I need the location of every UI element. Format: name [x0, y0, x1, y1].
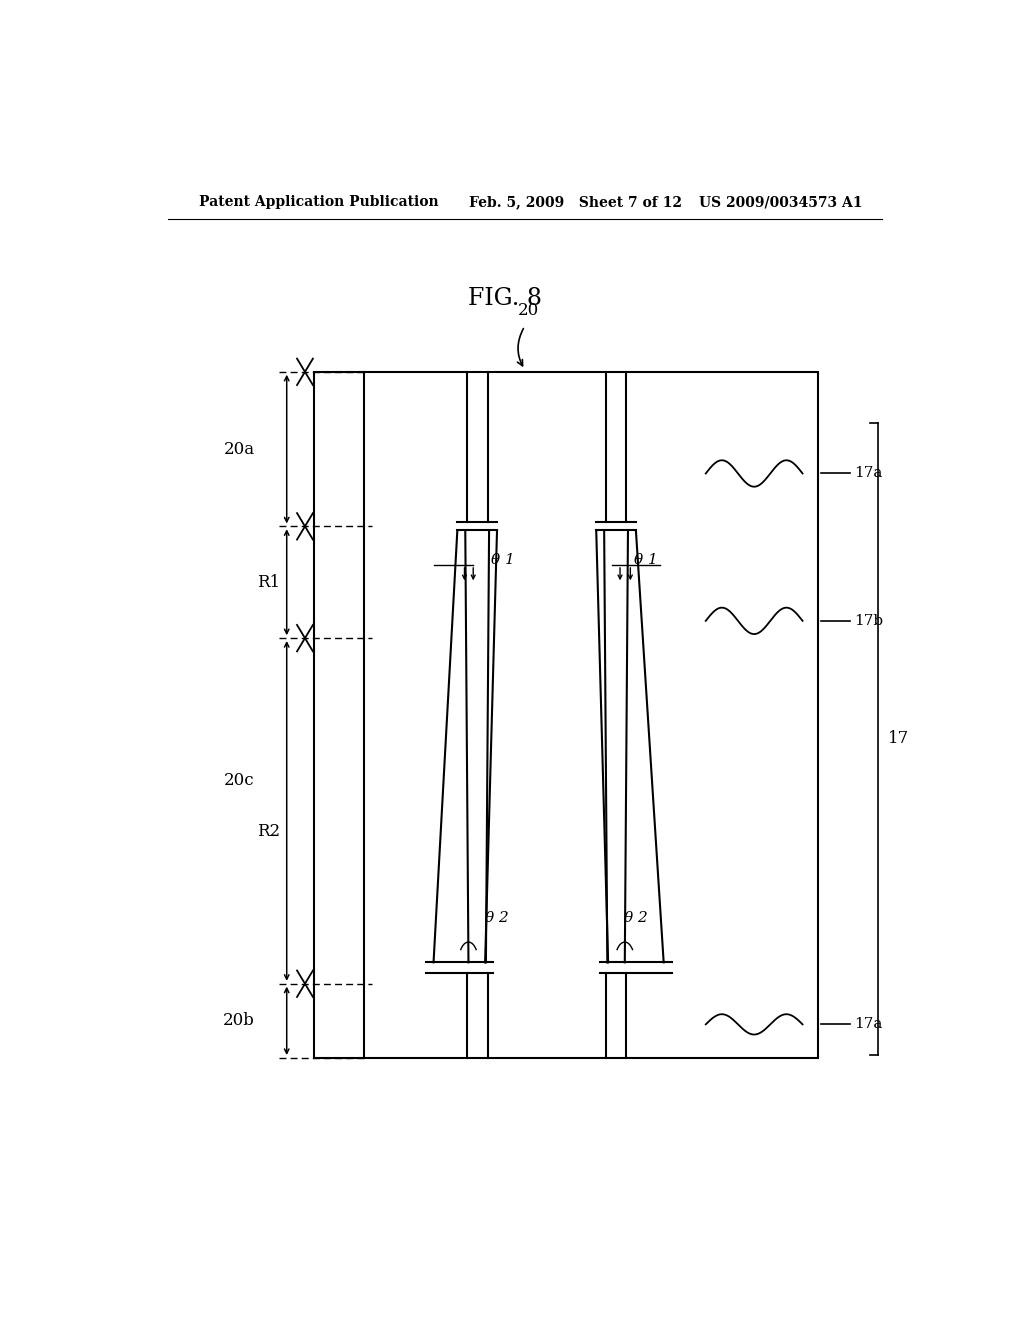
Text: FIG. 8: FIG. 8 — [468, 288, 542, 310]
Text: θ 1: θ 1 — [492, 553, 515, 566]
Text: 20c: 20c — [224, 772, 254, 789]
Text: R2: R2 — [257, 822, 280, 840]
Text: θ 2: θ 2 — [624, 911, 648, 924]
Text: 20a: 20a — [223, 441, 255, 458]
Text: R1: R1 — [257, 574, 280, 591]
Text: 17a: 17a — [854, 1018, 883, 1031]
Text: θ 2: θ 2 — [485, 911, 509, 924]
Text: θ 1: θ 1 — [634, 553, 657, 566]
Text: US 2009/0034573 A1: US 2009/0034573 A1 — [699, 195, 863, 209]
Text: Feb. 5, 2009   Sheet 7 of 12: Feb. 5, 2009 Sheet 7 of 12 — [469, 195, 682, 209]
Text: 17b: 17b — [854, 614, 884, 628]
Text: 20: 20 — [518, 302, 540, 319]
Text: 17a: 17a — [854, 466, 883, 480]
Text: Patent Application Publication: Patent Application Publication — [200, 195, 439, 209]
Text: 17: 17 — [888, 730, 908, 747]
Text: 20b: 20b — [223, 1012, 255, 1030]
